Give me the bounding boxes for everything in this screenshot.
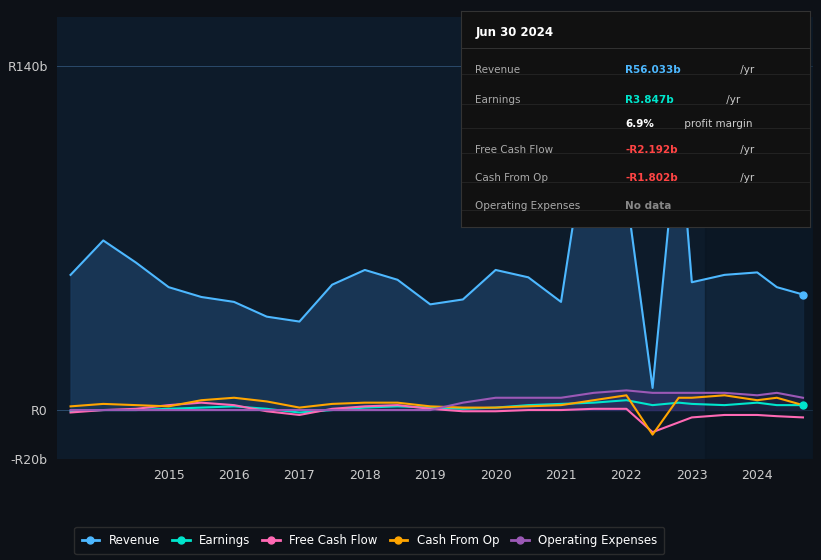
Text: Operating Expenses: Operating Expenses	[475, 201, 580, 211]
Legend: Revenue, Earnings, Free Cash Flow, Cash From Op, Operating Expenses: Revenue, Earnings, Free Cash Flow, Cash …	[75, 527, 664, 554]
Text: R3.847b: R3.847b	[626, 95, 674, 105]
Text: 6.9%: 6.9%	[626, 119, 654, 129]
Text: R56.033b: R56.033b	[626, 65, 681, 75]
Text: -R1.802b: -R1.802b	[626, 173, 678, 183]
Text: Free Cash Flow: Free Cash Flow	[475, 145, 553, 155]
Text: /yr: /yr	[723, 95, 741, 105]
Text: No data: No data	[626, 201, 672, 211]
Text: Earnings: Earnings	[475, 95, 521, 105]
Text: Cash From Op: Cash From Op	[475, 173, 548, 183]
Text: /yr: /yr	[737, 173, 754, 183]
Text: /yr: /yr	[737, 65, 754, 75]
Bar	[705, 17, 813, 459]
Text: -R2.192b: -R2.192b	[626, 145, 678, 155]
Text: profit margin: profit margin	[681, 119, 753, 129]
Text: /yr: /yr	[737, 145, 754, 155]
Text: Revenue: Revenue	[475, 65, 521, 75]
Text: Jun 30 2024: Jun 30 2024	[475, 26, 553, 39]
